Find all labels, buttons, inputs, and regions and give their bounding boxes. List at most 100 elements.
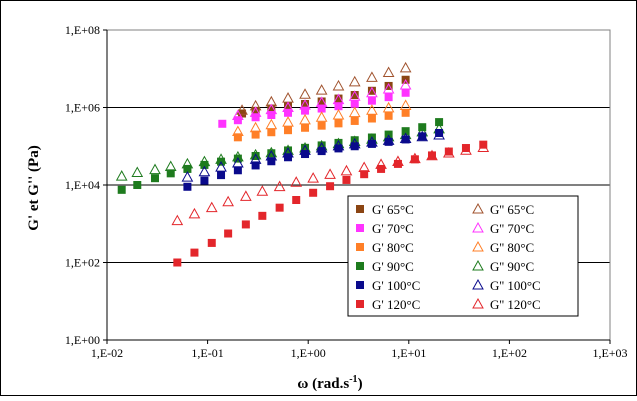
data-point xyxy=(265,146,278,158)
data-point xyxy=(299,113,311,125)
data-point xyxy=(317,121,326,130)
data-point xyxy=(332,79,345,91)
data-point xyxy=(401,127,410,136)
data-point xyxy=(200,160,209,169)
data-point xyxy=(384,137,393,146)
legend-marker xyxy=(356,205,364,213)
data-point xyxy=(232,125,244,137)
data-point xyxy=(435,128,444,137)
data-point xyxy=(399,99,412,110)
x-axis-title: ω (rad.s-1) xyxy=(297,374,362,392)
legend-marker xyxy=(472,221,484,233)
data-point xyxy=(384,111,393,120)
data-point xyxy=(190,248,199,257)
data-point xyxy=(173,258,182,267)
series-g-100-c xyxy=(181,128,445,182)
legend-item: G' 90°C xyxy=(356,259,414,274)
series-g-120-c xyxy=(173,140,488,267)
x-axis-title-end: ) xyxy=(358,376,363,392)
data-point xyxy=(348,75,361,87)
data-point xyxy=(479,140,488,149)
legend-box xyxy=(347,195,579,317)
data-point xyxy=(117,185,126,194)
data-point xyxy=(375,158,387,169)
legend-marker xyxy=(356,300,364,308)
data-point xyxy=(233,133,242,142)
data-point xyxy=(384,81,393,90)
legend-item: G' 70°C xyxy=(356,221,414,236)
data-point xyxy=(340,164,353,176)
data-point xyxy=(317,97,326,106)
data-point xyxy=(334,119,343,128)
data-point xyxy=(239,190,252,201)
data-point xyxy=(284,126,293,135)
data-point xyxy=(409,152,421,164)
data-point xyxy=(224,229,233,238)
data-point xyxy=(258,211,267,220)
data-point xyxy=(317,147,326,156)
legend-label: G'' 80°C xyxy=(490,240,534,255)
data-point xyxy=(265,149,278,161)
data-point xyxy=(265,103,278,115)
legend: G' 65°C G'' 65°C G' 70°C G'' 70°C G' 80°C G''… xyxy=(347,195,579,317)
x-axis-title-superscript: -1 xyxy=(349,374,357,385)
legend-label: G'' 65°C xyxy=(490,202,534,217)
series-g-80-c xyxy=(233,108,410,142)
legend-item: G' 100°C xyxy=(356,278,420,293)
legend-item: G'' 100°C xyxy=(472,278,541,293)
legend-marker xyxy=(356,243,364,251)
data-point xyxy=(251,130,260,139)
data-point xyxy=(399,79,412,90)
data-point xyxy=(393,159,402,168)
data-point xyxy=(222,195,234,207)
data-point xyxy=(207,238,216,247)
data-point xyxy=(198,155,211,167)
data-point xyxy=(301,106,310,115)
data-point xyxy=(377,164,386,173)
data-point xyxy=(188,207,201,219)
data-point xyxy=(241,220,250,229)
data-point xyxy=(267,149,276,158)
data-point xyxy=(299,144,311,155)
x-tick-label: 1,E+02 xyxy=(492,346,527,360)
data-point xyxy=(315,141,328,153)
data-point xyxy=(115,170,128,181)
data-point xyxy=(410,155,419,164)
legend-marker xyxy=(472,202,484,214)
data-point xyxy=(334,144,343,153)
data-point xyxy=(181,157,194,169)
data-point xyxy=(315,84,328,95)
legend-label: G' 120°C xyxy=(372,297,420,312)
legend-item: G' 120°C xyxy=(356,297,420,312)
series-g-70-c xyxy=(218,88,410,128)
data-point xyxy=(435,118,444,127)
legend-marker xyxy=(356,281,364,289)
data-point xyxy=(416,130,429,142)
data-point xyxy=(350,116,359,125)
data-point xyxy=(273,180,286,192)
data-point xyxy=(367,139,376,148)
data-point xyxy=(342,175,351,184)
data-point xyxy=(232,150,244,162)
legend-marker xyxy=(472,240,484,252)
data-point xyxy=(401,108,410,117)
legend-item: G' 65°C xyxy=(356,202,414,217)
data-point xyxy=(256,185,269,196)
data-point xyxy=(267,104,276,113)
series-g-120-c xyxy=(171,141,490,226)
data-point xyxy=(309,188,318,197)
legend-marker xyxy=(472,278,484,290)
x-tick-label: 1,E+00 xyxy=(291,346,326,360)
data-point xyxy=(249,153,262,164)
data-point xyxy=(265,95,278,107)
data-markers xyxy=(115,61,490,267)
data-point xyxy=(198,165,211,177)
data-point xyxy=(171,214,184,226)
data-point xyxy=(267,157,276,166)
data-point xyxy=(332,139,345,151)
data-point xyxy=(233,116,242,125)
data-point xyxy=(150,174,159,183)
data-point xyxy=(267,111,276,120)
legend-item: G'' 80°C xyxy=(472,240,534,255)
data-point xyxy=(299,99,311,110)
